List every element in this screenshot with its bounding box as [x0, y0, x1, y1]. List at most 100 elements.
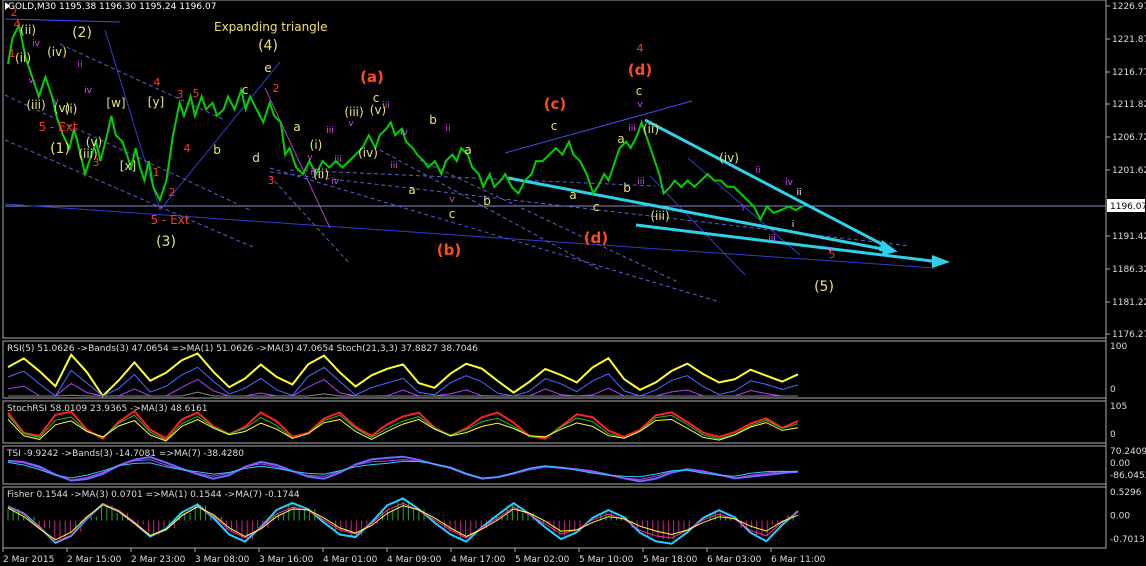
wave-label: iv: [84, 86, 93, 96]
trend-lines: [4, 18, 1106, 303]
indicator-panel[interactable]: TSI -9.9242 ->Bands(3) -14.7081 =>MA(7) …: [2, 445, 1146, 485]
time-tick-label: 5 Mar 10:00: [579, 555, 634, 565]
wave-label: 2: [273, 82, 280, 95]
wave-label: i: [742, 204, 745, 214]
wave-label: (v): [54, 101, 70, 115]
wave-label: iii: [768, 234, 776, 244]
dashed-line-2: [4, 139, 256, 249]
wave-label: 2: [169, 186, 176, 199]
indicator-line: [7, 502, 799, 543]
wave-label: v: [348, 119, 354, 129]
wave-label: d: [252, 151, 260, 165]
triangle-line-up: [159, 61, 281, 211]
wave-label: 4: [184, 142, 191, 155]
arrowhead-3: [932, 255, 950, 268]
panel-frame: [2, 340, 1107, 399]
main-price-panel[interactable]: [2, 0, 1107, 339]
wave-label: (iv): [47, 45, 67, 59]
time-tick-label: 6 Mar 11:00: [771, 555, 826, 565]
wave-label: 3: [268, 174, 275, 187]
wave-label: iii: [390, 161, 398, 171]
wave-label: 5: [829, 248, 836, 261]
wave-label: 2: [11, 6, 18, 19]
wave-label: e: [264, 61, 271, 75]
panel-tick-label: 105: [1110, 402, 1127, 412]
panel-title: TSI -9.9242 ->Bands(3) -14.7081 =>MA(7) …: [6, 449, 244, 459]
panel-tick-label: 100: [1110, 342, 1127, 352]
wave-label: a: [408, 183, 415, 197]
price-tick-label: 1181.22: [1112, 298, 1146, 308]
wave-label: v: [307, 153, 313, 163]
wave-label: [x]: [120, 159, 136, 173]
indicator-line: [7, 378, 798, 397]
wave-label: [w]: [106, 96, 125, 110]
wave-label: 4: [14, 18, 21, 31]
cyan-trend-arrow-1: [507, 176, 889, 252]
wave-label: a: [293, 120, 300, 134]
wave-label: ii: [445, 124, 450, 134]
indicator-line: [7, 455, 799, 483]
cyan-trend-arrow-2: [644, 118, 894, 252]
price-tick-label: 1201.62: [1112, 166, 1146, 176]
wave-label: (2): [72, 25, 92, 41]
wave-label: a: [617, 132, 624, 146]
price-tick-label: 1186.32: [1112, 265, 1146, 275]
wave-label: (v): [370, 103, 386, 117]
wave-label: iii: [382, 101, 390, 111]
price-tick-label: 1216.77: [1112, 68, 1146, 78]
wave-label: iv: [785, 178, 794, 188]
wave-label: ii: [796, 188, 801, 198]
wave-label: (ii): [15, 51, 31, 65]
current-price-box: [1107, 199, 1145, 212]
wave-label: i: [792, 220, 795, 230]
dashed-line-4: [269, 167, 721, 303]
wave-label: c: [242, 83, 249, 97]
wave-label: 5 - Ext: [151, 213, 190, 227]
indicator-line: [7, 409, 799, 440]
panel-frame: [2, 400, 1107, 444]
panel-tick-label: 0: [1110, 385, 1116, 395]
wave-label: c: [449, 207, 456, 221]
panel-title: RSI(5) 51.0626 ->Bands(3) 47.0654 =>MA(1…: [7, 344, 478, 354]
wave-label: (v): [86, 135, 102, 149]
wave-label: (ii): [643, 122, 659, 136]
indicator-panel[interactable]: Fisher 0.1544 ->MA(3) 0.0701 =>MA(1) 0.1…: [2, 486, 1145, 549]
panel-frame: [2, 445, 1107, 485]
wave-label: (iii): [78, 147, 97, 161]
wave-label: 4: [637, 42, 644, 55]
resistance-line: [4, 18, 121, 23]
dashed-line-7: [269, 175, 351, 265]
wave-label: 5: [193, 87, 200, 100]
price-axis: 1226.97 1221.87 1216.77 1211.82 1206.72 1201.…: [1106, 2, 1146, 340]
dashed-line-5: [269, 171, 911, 247]
wave-label: (i): [310, 138, 323, 152]
time-tick-label: 2 Mar 23:00: [131, 555, 186, 565]
wave-label: iv: [331, 177, 340, 187]
expanding-triangle-title: Expanding triangle: [214, 20, 328, 34]
wave-label: iii: [334, 155, 342, 165]
indicator-line: [7, 366, 799, 397]
panel-title: StochRSI 58.0109 23.9365 ->MA(3) 48.6161: [7, 404, 208, 414]
panel-frame: [2, 486, 1107, 549]
wave-label: b: [483, 194, 491, 208]
time-tick-label: 5 Mar 18:00: [643, 555, 698, 565]
indicator-panel[interactable]: RSI(5) 51.0626 ->Bands(3) 47.0654 =>MA(1…: [2, 340, 1127, 399]
indicator-line: [7, 414, 799, 441]
cyan-trend-arrow-3: [635, 223, 941, 264]
wave-label: c: [593, 200, 600, 214]
price-tick-label: 1211.82: [1112, 100, 1146, 110]
wave-label: v: [637, 100, 643, 110]
time-tick-label: 4 Mar 09:00: [387, 555, 442, 565]
wave-label: (iv): [719, 151, 739, 165]
wave-label: v: [28, 76, 34, 86]
long-support-line: [4, 203, 936, 269]
dashed-line-9: [419, 159, 681, 284]
wave-label: (ii): [20, 23, 36, 37]
indicator-panel[interactable]: StochRSI 58.0109 23.9365 ->MA(3) 48.6161…: [2, 400, 1127, 444]
wave-label: a: [569, 188, 576, 202]
wave-label: 5 - Ext: [39, 120, 78, 134]
time-tick-label: 2 Mar 2015: [3, 555, 54, 565]
chart-header: GOLD,M30 1195.38 1196.30 1195.24 1196.07: [8, 2, 216, 12]
wave-label: (a): [360, 68, 384, 86]
